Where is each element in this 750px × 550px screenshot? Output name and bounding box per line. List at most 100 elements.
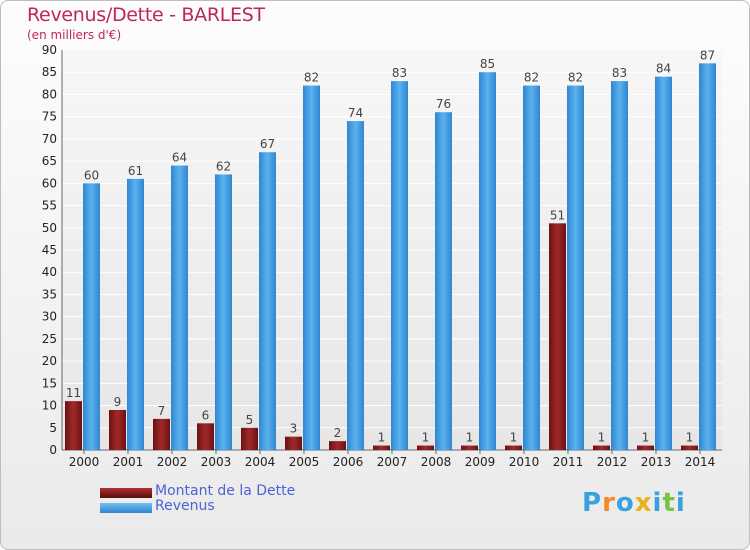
value-label-revenue: 87 (700, 48, 715, 62)
bar-revenue (215, 174, 232, 450)
value-label-revenue: 60 (84, 168, 99, 182)
x-tick-label: 2001 (113, 455, 144, 469)
bar-revenue (171, 165, 188, 451)
y-tick-label: 50 (42, 221, 57, 235)
value-label-debt: 1 (378, 431, 386, 445)
bar-debt (285, 436, 302, 450)
bar-debt (329, 441, 346, 450)
y-tick-label: 90 (42, 43, 57, 57)
bar-revenue (303, 85, 320, 451)
x-tick-label: 2000 (69, 455, 100, 469)
x-tick-label: 2002 (157, 455, 188, 469)
bar-revenue (127, 178, 144, 450)
value-label-revenue: 76 (436, 97, 451, 111)
bar-revenue (611, 81, 628, 450)
x-tick-label: 2008 (421, 455, 452, 469)
value-label-revenue: 83 (612, 66, 627, 80)
x-tick-label: 2003 (201, 455, 232, 469)
y-tick-label: 40 (42, 265, 57, 279)
bar-revenue (83, 183, 100, 451)
value-label-debt: 5 (246, 413, 254, 427)
bar-debt (593, 445, 610, 450)
value-label-revenue: 61 (128, 164, 143, 178)
y-tick-label: 30 (42, 310, 57, 324)
bar-debt (637, 445, 654, 450)
legend-swatch-revenue (100, 503, 152, 513)
x-tick-label: 2012 (597, 455, 628, 469)
value-label-debt: 1 (686, 431, 694, 445)
y-tick-label: 25 (42, 332, 57, 346)
value-label-revenue: 85 (480, 57, 495, 71)
x-tick-label: 2006 (333, 455, 364, 469)
chart-title: Revenus/Dette - BARLEST (27, 4, 265, 26)
value-label-debt: 1 (466, 431, 474, 445)
y-tick-label: 45 (42, 243, 57, 257)
y-tick-label: 15 (42, 376, 57, 390)
x-tick-label: 2004 (245, 455, 276, 469)
legend-label-revenue: Revenus (155, 498, 215, 514)
y-tick-label: 35 (42, 287, 57, 301)
x-tick-label: 2013 (641, 455, 672, 469)
bar-revenue (435, 112, 452, 450)
bar-debt (109, 410, 126, 450)
y-tick-label: 55 (42, 199, 57, 213)
bar-revenue (259, 152, 276, 450)
value-label-debt: 2 (334, 426, 342, 440)
bar-revenue (523, 85, 540, 451)
value-label-revenue: 82 (524, 71, 539, 85)
y-tick-label: 5 (49, 421, 57, 435)
y-tick-label: 70 (42, 132, 57, 146)
value-label-debt: 1 (510, 431, 518, 445)
y-tick-label: 75 (42, 110, 57, 124)
bar-debt (505, 445, 522, 450)
value-label-debt: 11 (66, 386, 81, 400)
value-label-revenue: 82 (568, 71, 583, 85)
bar-debt (681, 445, 698, 450)
legend-swatch-debt (100, 488, 152, 498)
bar-debt (197, 423, 214, 450)
y-tick-label: 20 (42, 354, 57, 368)
bar-debt (241, 427, 258, 450)
bar-revenue (479, 72, 496, 450)
value-label-debt: 3 (290, 422, 298, 436)
bar-revenue (567, 85, 584, 451)
y-tick-label: 85 (42, 65, 57, 79)
x-tick-label: 2011 (553, 455, 584, 469)
proxiti-logo: Proxiti (582, 488, 686, 518)
x-tick-label: 2014 (685, 455, 716, 469)
bar-revenue (699, 63, 716, 450)
value-label-debt: 1 (422, 431, 430, 445)
bar-debt (549, 223, 566, 450)
value-label-revenue: 64 (172, 151, 187, 165)
x-tick-label: 2005 (289, 455, 320, 469)
bar-debt (461, 445, 478, 450)
value-label-revenue: 67 (260, 137, 275, 151)
value-label-debt: 1 (642, 431, 650, 445)
value-label-debt: 9 (114, 395, 122, 409)
value-label-debt: 1 (598, 431, 606, 445)
bar-revenue (347, 121, 364, 450)
y-tick-label: 60 (42, 176, 57, 190)
value-label-debt: 51 (550, 208, 565, 222)
bar-revenue (655, 76, 672, 451)
y-tick-label: 65 (42, 154, 57, 168)
bar-debt (153, 418, 170, 450)
value-label-revenue: 82 (304, 71, 319, 85)
value-label-revenue: 74 (348, 106, 363, 120)
bar-revenue (391, 81, 408, 450)
value-label-revenue: 62 (216, 159, 231, 173)
value-label-debt: 7 (158, 404, 166, 418)
bar-debt (373, 445, 390, 450)
value-label-revenue: 83 (392, 66, 407, 80)
value-label-revenue: 84 (656, 62, 671, 76)
x-tick-label: 2009 (465, 455, 496, 469)
value-label-debt: 6 (202, 408, 210, 422)
bar-debt (65, 401, 82, 450)
y-tick-label: 0 (49, 443, 57, 457)
y-tick-label: 80 (42, 87, 57, 101)
x-tick-label: 2010 (509, 455, 540, 469)
x-tick-label: 2007 (377, 455, 408, 469)
y-tick-label: 10 (42, 399, 57, 413)
chart-subtitle: (en milliers d'€) (27, 28, 122, 42)
